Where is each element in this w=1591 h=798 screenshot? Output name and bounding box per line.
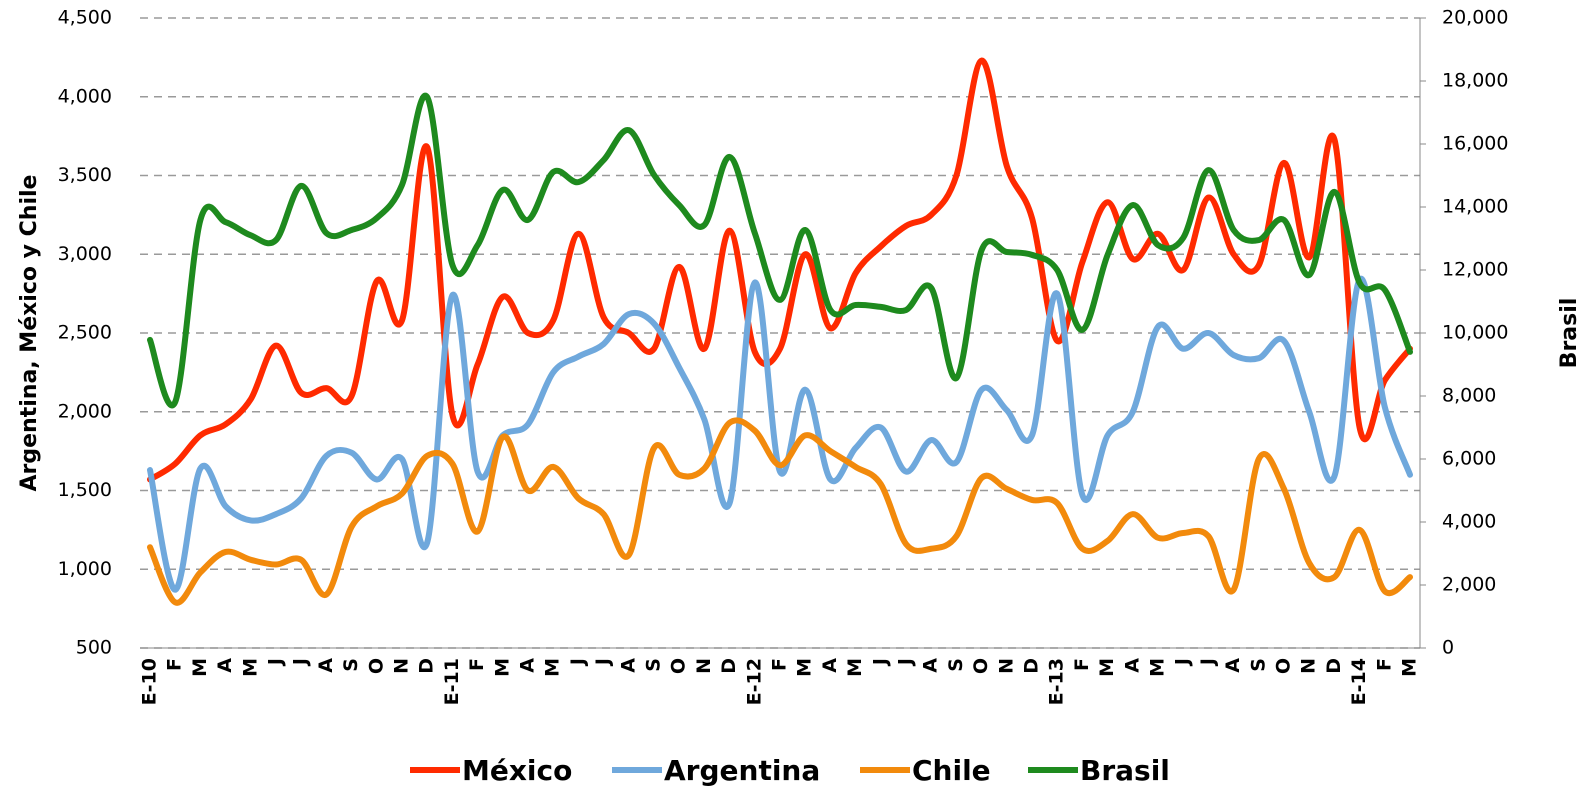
x-tick-label: A [920, 658, 942, 673]
series-line [147, 92, 1413, 409]
x-tick-label: M [189, 658, 211, 677]
y2-tick-label: 20,000 [1442, 7, 1508, 29]
y-axis-title: Argentina, México y Chile [17, 175, 42, 492]
legend-label: Brasil [1080, 754, 1170, 787]
x-tick-label: E-14 [1348, 658, 1370, 705]
x-tick-label: J [592, 658, 614, 667]
x-tick-label: A [214, 658, 236, 673]
legend-label: México [462, 754, 572, 787]
series-line [147, 57, 1413, 483]
y-tick-label: 2,000 [58, 400, 112, 422]
series-line [147, 275, 1413, 593]
x-tick-label: A [617, 658, 639, 673]
x-tick-label: D [1021, 658, 1043, 674]
x-tick-label: N [693, 658, 715, 674]
x-tick-label: E-13 [1046, 658, 1068, 705]
x-tick-label: O [970, 658, 992, 674]
x-tick-label: N [995, 658, 1017, 674]
x-tick-label: O [365, 658, 387, 674]
x-tick-label: A [517, 658, 539, 673]
y-tick-label: 4,500 [58, 7, 112, 29]
y2-tick-label: 18,000 [1442, 70, 1508, 92]
series-line [147, 417, 1413, 606]
x-tick-label: M [239, 658, 261, 677]
y2-axis-title: Brasil [1557, 298, 1582, 369]
x-tick-label: M [491, 658, 513, 677]
x-tick-label: F [1373, 658, 1395, 671]
x-tick-label: F [466, 658, 488, 671]
x-tick-label: A [1222, 658, 1244, 673]
y-tick-label: 1,500 [58, 479, 112, 501]
legend-label: Argentina [664, 754, 820, 787]
x-tick-label: N [1298, 658, 1320, 674]
x-tick-label: J [567, 658, 589, 667]
y-tick-label: 4,000 [58, 85, 112, 107]
x-tick-label: M [794, 658, 816, 677]
x-tick-label: F [1071, 658, 1093, 671]
y2-tick-label: 8,000 [1442, 385, 1496, 407]
x-tick-label: S [340, 658, 362, 672]
x-tick-label: M [844, 658, 866, 677]
y-tick-label: 2,500 [58, 322, 112, 344]
x-tick-label: E-10 [139, 658, 161, 705]
x-tick-label: M [1399, 658, 1421, 677]
y2-tick-label: 6,000 [1442, 448, 1496, 470]
x-tick-label: N [391, 658, 413, 674]
y2-tick-label: 10,000 [1442, 322, 1508, 344]
x-tick-label: M [542, 658, 564, 677]
x-tick-label: J [1197, 658, 1219, 667]
x-tick-label: E-12 [743, 658, 765, 705]
x-tick-label: J [265, 658, 287, 667]
x-tick-label: D [416, 658, 438, 674]
x-tick-label: J [290, 658, 312, 667]
y2-tick-label: 16,000 [1442, 133, 1508, 155]
legend-label: Chile [912, 754, 991, 787]
x-tick-label: S [1247, 658, 1269, 672]
x-tick-label: D [718, 658, 740, 674]
x-tick-label: O [1273, 658, 1295, 674]
x-tick-label: M [1147, 658, 1169, 677]
y-tick-label: 500 [76, 637, 112, 659]
y-tick-label: 3,500 [58, 164, 112, 186]
x-tick-label: J [1172, 658, 1194, 667]
x-tick-label: O [668, 658, 690, 674]
x-tick-label: A [819, 658, 841, 673]
x-tick-label: F [769, 658, 791, 671]
y2-tick-label: 14,000 [1442, 196, 1508, 218]
y-tick-label: 1,000 [58, 558, 112, 580]
y-tick-label: 3,000 [58, 243, 112, 265]
x-tick-label: J [869, 658, 891, 667]
x-tick-label: J [895, 658, 917, 667]
x-tick-label: S [945, 658, 967, 672]
x-tick-label: A [315, 658, 337, 673]
x-tick-label: D [1323, 658, 1345, 674]
y2-tick-label: 2,000 [1442, 574, 1496, 596]
y2-tick-label: 12,000 [1442, 259, 1508, 281]
x-tick-label: F [164, 658, 186, 671]
x-tick-label: E-11 [441, 658, 463, 705]
x-tick-label: A [1121, 658, 1143, 673]
x-tick-label: S [643, 658, 665, 672]
y2-tick-label: 4,000 [1442, 511, 1496, 533]
x-tick-label: M [1096, 658, 1118, 677]
y2-tick-label: 0 [1442, 637, 1454, 659]
